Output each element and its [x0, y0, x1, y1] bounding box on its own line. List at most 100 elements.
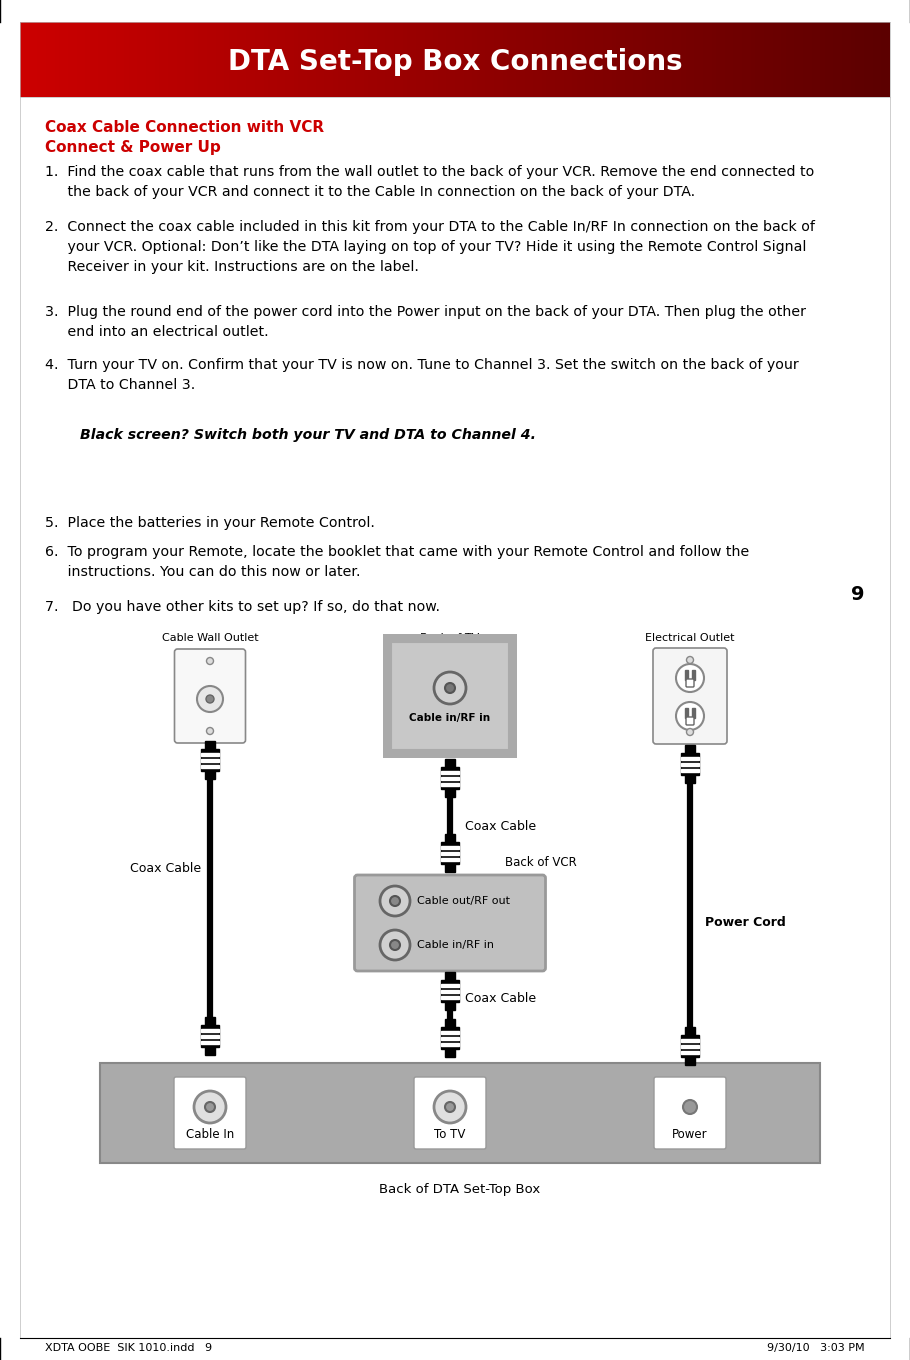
Text: 9/30/10   3:03 PM: 9/30/10 3:03 PM — [767, 1344, 865, 1353]
Bar — [201, 753, 219, 756]
Bar — [205, 1017, 215, 1025]
Bar — [681, 768, 699, 771]
Bar — [681, 753, 699, 775]
Text: Back of DTA Set-Top Box: Back of DTA Set-Top Box — [379, 1183, 541, 1195]
Bar — [441, 783, 459, 786]
Circle shape — [686, 729, 693, 736]
FancyBboxPatch shape — [686, 679, 694, 687]
Bar — [685, 709, 688, 718]
Text: Power Cord: Power Cord — [705, 917, 785, 929]
Bar — [205, 741, 215, 749]
Text: Black screen? Switch both your TV and DTA to Channel 4.: Black screen? Switch both your TV and DT… — [80, 428, 536, 442]
Text: 4.  Turn your TV on. Confirm that your TV is now on. Tune to Channel 3. Set the : 4. Turn your TV on. Confirm that your TV… — [45, 358, 799, 392]
Bar — [201, 759, 219, 762]
Bar — [441, 1027, 459, 1049]
Bar — [441, 851, 459, 854]
Bar — [681, 1039, 699, 1042]
Circle shape — [380, 930, 410, 960]
FancyBboxPatch shape — [383, 634, 517, 758]
Circle shape — [206, 695, 214, 703]
Text: Connect & Power Up: Connect & Power Up — [45, 140, 221, 155]
Bar — [441, 985, 459, 986]
FancyBboxPatch shape — [414, 1077, 486, 1149]
Bar — [441, 767, 459, 789]
Circle shape — [434, 672, 466, 704]
Text: 5.  Place the batteries in your Remote Control.: 5. Place the batteries in your Remote Co… — [45, 515, 375, 530]
Circle shape — [205, 1102, 215, 1112]
Text: DTA Set-Top Box Connections: DTA Set-Top Box Connections — [228, 49, 682, 76]
Bar — [692, 670, 695, 680]
FancyBboxPatch shape — [355, 874, 545, 971]
Circle shape — [676, 664, 704, 692]
FancyBboxPatch shape — [654, 1077, 726, 1149]
Bar — [685, 1057, 695, 1065]
Bar — [441, 771, 459, 774]
Text: Cable In: Cable In — [186, 1129, 234, 1141]
Circle shape — [207, 728, 214, 734]
Text: Back of VCR: Back of VCR — [505, 857, 577, 869]
Text: Cable out/RF out: Cable out/RF out — [417, 896, 510, 906]
Bar — [681, 1051, 699, 1054]
Bar — [201, 1040, 219, 1043]
Bar — [685, 670, 688, 680]
FancyBboxPatch shape — [174, 1077, 246, 1149]
Bar — [692, 709, 695, 718]
Text: Cable in/RF in: Cable in/RF in — [417, 940, 494, 951]
Bar — [441, 1036, 459, 1039]
Bar — [441, 996, 459, 998]
Bar — [445, 759, 455, 767]
Circle shape — [434, 1091, 466, 1123]
Bar — [441, 981, 459, 1002]
Bar — [201, 1030, 219, 1031]
Bar — [201, 1035, 219, 1038]
Bar — [100, 1064, 820, 1163]
Bar — [201, 749, 219, 771]
Text: Coax Cable: Coax Cable — [465, 820, 536, 832]
Bar — [685, 775, 695, 783]
Text: 1.  Find the coax cable that runs from the wall outlet to the back of your VCR. : 1. Find the coax cable that runs from th… — [45, 165, 814, 199]
FancyBboxPatch shape — [391, 642, 509, 749]
Bar — [201, 764, 219, 767]
FancyBboxPatch shape — [175, 649, 246, 743]
Bar — [681, 758, 699, 759]
Bar — [205, 771, 215, 779]
Bar — [445, 864, 455, 872]
FancyBboxPatch shape — [686, 717, 694, 725]
Text: Back of TV: Back of TV — [420, 632, 480, 643]
Bar — [441, 990, 459, 993]
Bar — [681, 763, 699, 766]
Circle shape — [445, 683, 455, 694]
Bar — [681, 1035, 699, 1057]
Bar — [681, 1044, 699, 1047]
Text: Coax Cable Connection with VCR: Coax Cable Connection with VCR — [45, 120, 324, 135]
Text: To TV: To TV — [434, 1129, 466, 1141]
Circle shape — [676, 702, 704, 730]
Text: Power: Power — [672, 1129, 708, 1141]
Bar — [445, 1002, 455, 1010]
FancyBboxPatch shape — [653, 647, 727, 744]
Circle shape — [390, 896, 400, 906]
Circle shape — [380, 885, 410, 917]
Circle shape — [197, 685, 223, 713]
Circle shape — [683, 1100, 697, 1114]
Bar — [445, 1049, 455, 1057]
Circle shape — [194, 1091, 226, 1123]
Bar — [201, 1025, 219, 1047]
Bar — [445, 834, 455, 842]
Bar — [685, 745, 695, 753]
Circle shape — [390, 940, 400, 951]
Bar — [441, 1043, 459, 1046]
Text: Coax Cable: Coax Cable — [465, 991, 536, 1005]
Bar — [441, 1031, 459, 1034]
Text: Electrical Outlet: Electrical Outlet — [645, 632, 734, 643]
Text: Cable in/RF in: Cable in/RF in — [410, 713, 490, 724]
Bar — [445, 1019, 455, 1027]
Circle shape — [207, 657, 214, 665]
Bar — [205, 1047, 215, 1055]
Bar — [441, 842, 459, 864]
Bar — [441, 777, 459, 779]
Bar — [445, 972, 455, 981]
Text: 3.  Plug the round end of the power cord into the Power input on the back of you: 3. Plug the round end of the power cord … — [45, 305, 806, 339]
Text: Coax Cable: Coax Cable — [130, 861, 201, 874]
Bar — [441, 858, 459, 861]
